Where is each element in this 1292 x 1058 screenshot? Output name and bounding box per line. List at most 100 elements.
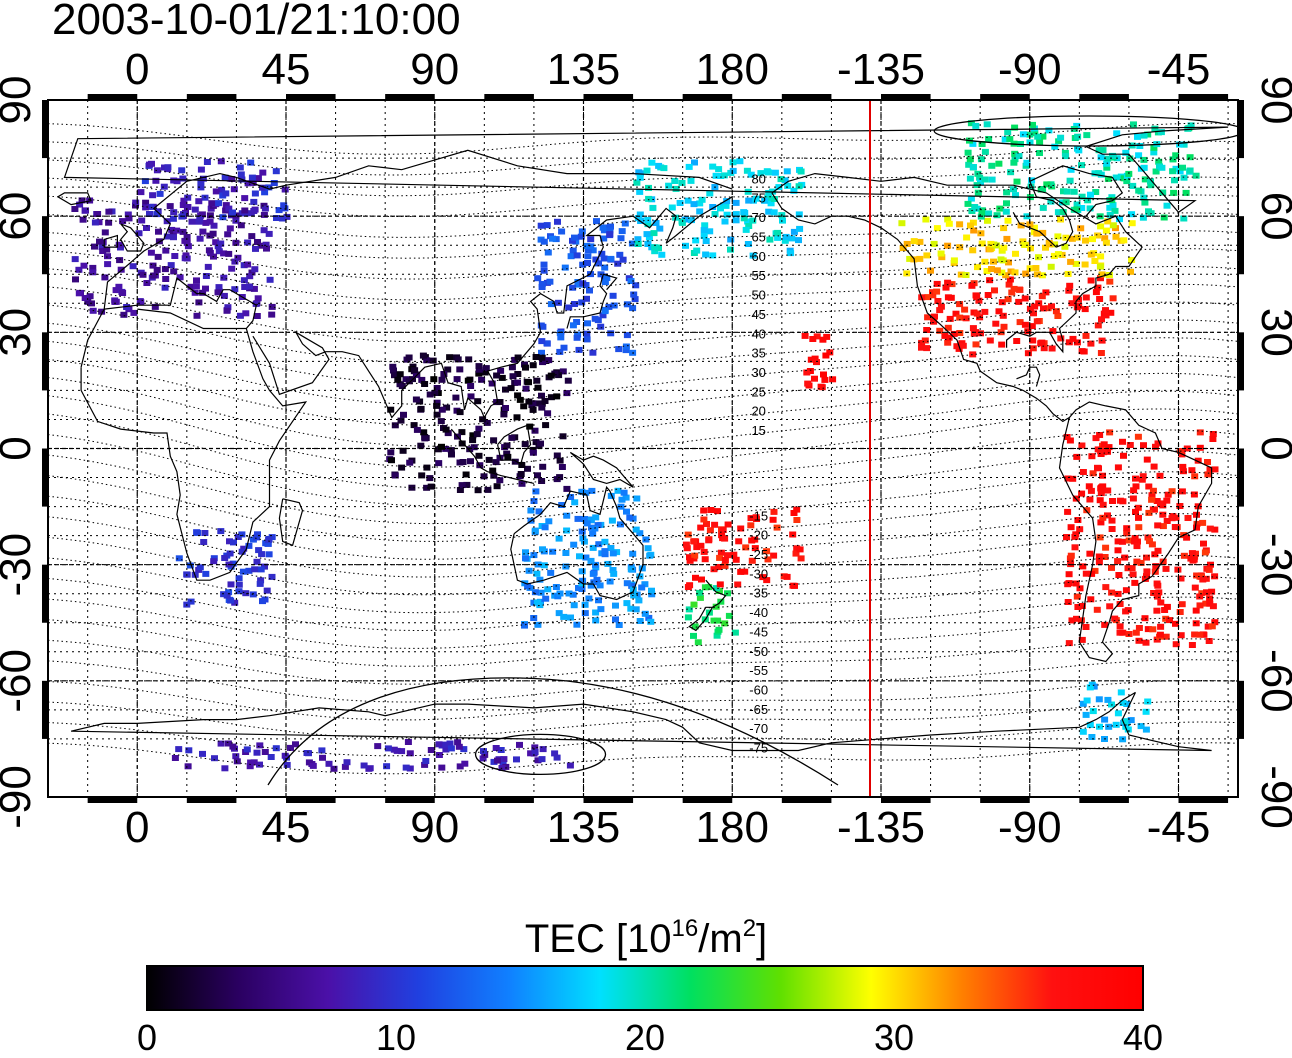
left-lat-tick-label: -90: [0, 765, 40, 829]
tec-cell-1: [273, 215, 280, 221]
tec-cell-7: [672, 185, 680, 192]
tec-cell-12: [234, 534, 242, 540]
tec-cell-7: [795, 211, 803, 218]
tec-cell-3: [564, 377, 572, 384]
tec-cell-14: [1144, 698, 1152, 705]
tec-cell-4: [945, 334, 953, 341]
tec-cell-2: [565, 304, 573, 311]
tec-cell-6: [1036, 150, 1043, 156]
tec-cell-8: [1135, 637, 1143, 644]
tec-cell-4: [944, 324, 952, 331]
tec-cell-0: [132, 199, 140, 206]
magnetic-lat-label: -55: [749, 663, 768, 678]
tec-cell-4: [1021, 321, 1029, 328]
tec-cell-14: [1082, 711, 1090, 718]
magnetic-lat-label: 40: [751, 326, 765, 341]
tec-cell-0: [231, 286, 239, 293]
tec-cell-11: [594, 522, 602, 529]
tec-cell-12: [196, 564, 204, 571]
tec-cell-2: [606, 231, 614, 238]
tec-cell-11: [588, 487, 596, 494]
tec-cell-11: [597, 606, 605, 613]
tec-cell-6: [1179, 164, 1186, 171]
tec-cell-8: [1124, 565, 1132, 572]
tec-cell-6: [1075, 147, 1083, 154]
tec-cell-8: [1132, 483, 1140, 490]
tec-cell-8: [1087, 596, 1095, 603]
tec-cell-8: [1101, 621, 1109, 628]
tec-cell-3: [508, 364, 516, 371]
tec-cell-8: [1176, 503, 1184, 509]
tec-cell-6: [1099, 147, 1107, 154]
tec-cell-15: [502, 763, 510, 770]
tec-cell-3: [446, 354, 454, 361]
tec-cell-8: [1178, 488, 1186, 495]
tec-cell-6: [1163, 202, 1171, 209]
tec-cell-7: [744, 241, 752, 247]
frame-tick-right: [1238, 448, 1244, 507]
tec-cell-0: [137, 299, 145, 306]
colorbar-tick-label: 40: [1122, 1017, 1164, 1058]
tec-cell-3: [518, 480, 526, 487]
tec-cell-10: [686, 557, 694, 564]
tec-cell-8: [1151, 551, 1159, 558]
tec-cell-4: [918, 344, 925, 351]
tec-cell-10: [764, 556, 772, 563]
tec-cell-3: [410, 422, 418, 429]
tec-cell-11: [609, 550, 617, 557]
tec-cell-4: [952, 310, 960, 317]
tec-cell-5: [1102, 239, 1110, 246]
tec-cell-0: [105, 219, 113, 226]
tec-cell-15: [551, 750, 559, 757]
tec-cell-7: [723, 211, 731, 218]
tec-cell-7: [770, 209, 778, 216]
tec-cell-12: [231, 599, 239, 606]
magnetic-lat-label: 35: [751, 346, 765, 361]
tec-cell-3: [537, 440, 544, 447]
tec-cell-6: [1135, 152, 1143, 159]
tec-cell-0: [205, 247, 213, 254]
tec-cell-0: [206, 232, 214, 239]
tec-cell-1: [149, 192, 157, 199]
tec-cell-3: [474, 487, 482, 494]
tec-cell-5: [1046, 241, 1054, 248]
tec-cell-8: [1101, 554, 1109, 560]
tec-cell-0: [170, 268, 178, 275]
coastline: [70, 691, 1212, 752]
tec-cell-0: [196, 235, 204, 242]
tec-cell-3: [433, 399, 441, 406]
tec-cell-6: [1095, 147, 1103, 154]
tec-cell-1: [250, 208, 258, 214]
tec-cell-6: [1180, 174, 1188, 181]
tec-cell-2: [567, 253, 575, 260]
tec-cell-15: [330, 765, 338, 772]
tec-cell-15: [442, 741, 450, 748]
tec-cell-5: [944, 216, 952, 223]
tec-cell-7: [781, 177, 789, 184]
tec-cell-0: [204, 263, 212, 270]
tec-cell-11: [521, 622, 528, 629]
tec-cell-10: [759, 574, 767, 581]
tec-cell-1: [281, 186, 289, 193]
tec-cell-15: [217, 740, 225, 747]
tec-cell-2: [584, 260, 591, 266]
tec-cell-13: [801, 332, 809, 339]
tec-cell-10: [790, 510, 798, 516]
tec-cell-7: [765, 208, 773, 215]
tec-cell-2: [546, 278, 554, 285]
tec-cell-11: [539, 546, 546, 553]
tec-cell-0: [195, 299, 203, 306]
tec-cell-6: [1151, 125, 1159, 132]
tec-cell-7: [690, 201, 698, 208]
coastline: [450, 428, 488, 473]
tec-cell-4: [995, 308, 1003, 315]
tec-cell-15: [479, 755, 487, 762]
tec-cell-3: [391, 372, 398, 379]
frame-tick-left: [42, 100, 48, 159]
tec-cell-0: [206, 218, 214, 225]
tec-cell-0: [228, 265, 236, 272]
tec-cell-7: [645, 195, 653, 202]
top-lon-tick-label: 90: [410, 45, 459, 94]
tec-cell-3: [521, 361, 528, 368]
tec-cell-6: [1160, 214, 1168, 221]
